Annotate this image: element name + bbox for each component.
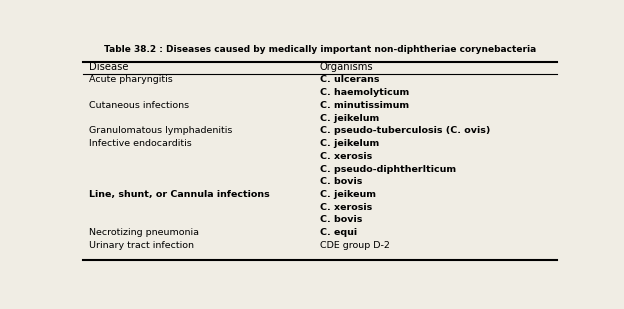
- Text: Infective endocarditis: Infective endocarditis: [89, 139, 192, 148]
- Text: C. jeikelum: C. jeikelum: [319, 114, 379, 123]
- Text: Disease: Disease: [89, 62, 128, 72]
- Text: Granulomatous lymphadenitis: Granulomatous lymphadenitis: [89, 126, 232, 135]
- Text: C. pseudo-diphtherIticum: C. pseudo-diphtherIticum: [319, 164, 456, 174]
- Text: Line, shunt, or Cannula infections: Line, shunt, or Cannula infections: [89, 190, 270, 199]
- Text: C. equi: C. equi: [319, 228, 357, 237]
- Text: C. xerosis: C. xerosis: [319, 203, 372, 212]
- Text: C. bovis: C. bovis: [319, 177, 362, 186]
- Text: C. jeikelum: C. jeikelum: [319, 139, 379, 148]
- Text: C. ulcerans: C. ulcerans: [319, 75, 379, 84]
- Text: C. bovis: C. bovis: [319, 215, 362, 224]
- Text: C. xerosis: C. xerosis: [319, 152, 372, 161]
- Text: C. minutissimum: C. minutissimum: [319, 101, 409, 110]
- Text: Necrotizing pneumonia: Necrotizing pneumonia: [89, 228, 198, 237]
- Text: Table 38.2 : Diseases caused by medically important non-diphtheriae corynebacter: Table 38.2 : Diseases caused by medicall…: [104, 45, 536, 54]
- Text: CDE group D-2: CDE group D-2: [319, 241, 389, 250]
- Text: Acute pharyngitis: Acute pharyngitis: [89, 75, 172, 84]
- Text: Organisms: Organisms: [319, 62, 373, 72]
- Text: C. haemolyticum: C. haemolyticum: [319, 88, 409, 97]
- Text: C. jeikeum: C. jeikeum: [319, 190, 376, 199]
- Text: C. pseudo-tuberculosis (C. ovis): C. pseudo-tuberculosis (C. ovis): [319, 126, 490, 135]
- Text: Urinary tract infection: Urinary tract infection: [89, 241, 193, 250]
- Text: Cutaneous infections: Cutaneous infections: [89, 101, 189, 110]
